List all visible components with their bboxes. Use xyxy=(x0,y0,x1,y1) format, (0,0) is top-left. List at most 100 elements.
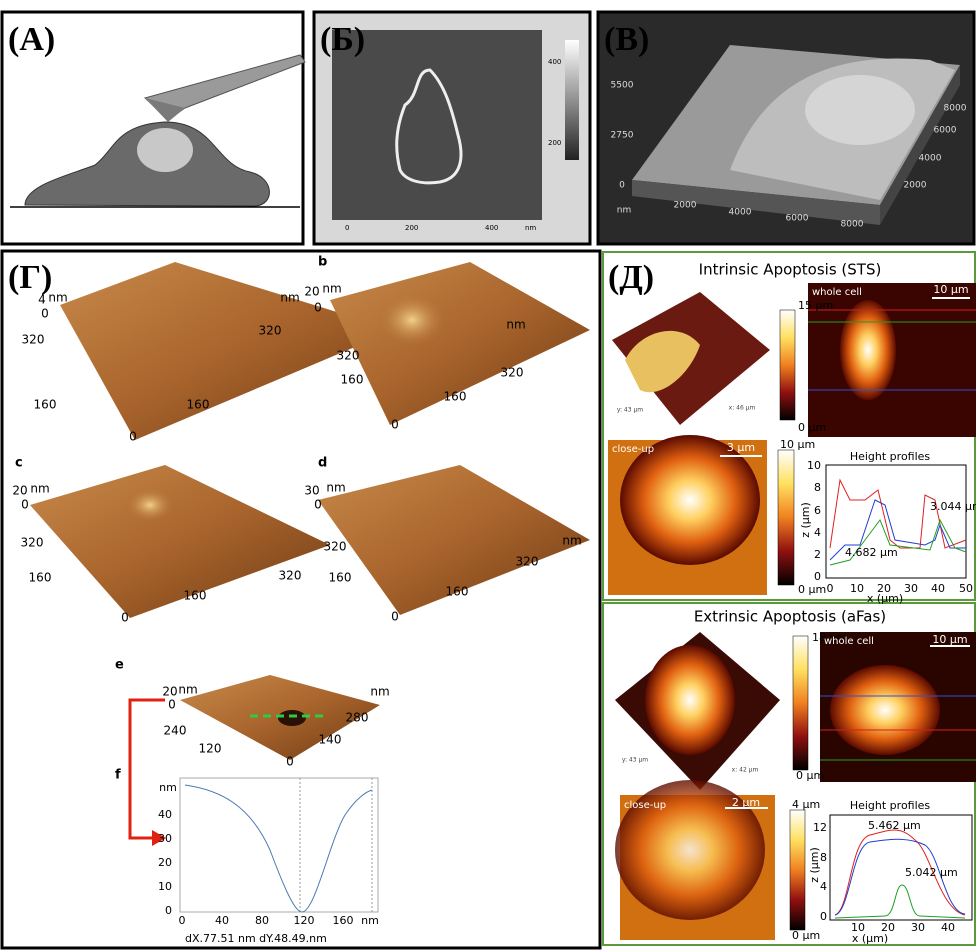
label: e xyxy=(115,658,124,673)
label: d xyxy=(318,456,327,471)
label: 2750 xyxy=(611,131,634,141)
label: 30 xyxy=(911,921,925,934)
label: 4 µm xyxy=(792,798,820,811)
label: 2000 xyxy=(674,201,697,211)
label: 20 xyxy=(158,856,172,869)
panel-b-art xyxy=(312,10,592,246)
label: nm xyxy=(178,683,197,697)
label: 160 xyxy=(333,914,354,927)
label: 6 xyxy=(814,504,821,517)
label: x (µm) xyxy=(852,932,888,945)
label: 320 xyxy=(337,349,360,363)
label: 0 µm xyxy=(792,929,820,942)
panel-d-art-ellipse xyxy=(615,780,765,920)
label: 10 µm xyxy=(933,283,968,296)
label: 4 xyxy=(38,293,46,307)
panel-label: (Д) xyxy=(608,259,654,296)
panel-d-art-path xyxy=(834,829,966,916)
label: 2 µm xyxy=(732,796,760,809)
panel-d-art-ellipse xyxy=(645,645,735,755)
label: 320 xyxy=(324,540,347,554)
label: 5.462 µm xyxy=(868,819,921,832)
label: 10 µm xyxy=(780,438,815,451)
label: 0 xyxy=(345,224,349,232)
label: y: 43 µm xyxy=(617,407,643,414)
label: 10 xyxy=(807,459,821,472)
label: 4 xyxy=(814,526,821,539)
label: 240 xyxy=(164,724,187,738)
label: b xyxy=(318,255,327,270)
label: 0 xyxy=(168,698,176,712)
label: nm xyxy=(525,224,536,232)
label: 40 xyxy=(931,582,945,595)
label: 6000 xyxy=(786,214,809,224)
label: 3 µm xyxy=(727,441,755,454)
panel-b-art-rect xyxy=(332,30,542,220)
label: 120 xyxy=(199,742,222,756)
label: 0 xyxy=(827,582,834,595)
label: 200 xyxy=(405,224,418,232)
panel-label: (Б) xyxy=(320,21,365,58)
label: 10 xyxy=(851,921,865,934)
label: 20 xyxy=(162,685,177,699)
label: 12 xyxy=(813,821,827,834)
panel-label: (В) xyxy=(604,21,649,58)
label: 160 xyxy=(187,398,210,412)
panel-g-art-path xyxy=(184,784,373,913)
panel-d-art-rect xyxy=(792,635,809,771)
label: 400 xyxy=(548,58,561,66)
label: nm xyxy=(506,318,525,332)
label: 18 µm xyxy=(812,631,847,644)
label: close-up xyxy=(612,444,654,455)
panel-d-art-rect xyxy=(825,464,967,579)
panel-g-art-polyline xyxy=(128,698,165,840)
label: 0 µm xyxy=(798,421,826,434)
panel-a-art-ellipse xyxy=(137,128,193,172)
label: 20 xyxy=(881,921,895,934)
label: 160 xyxy=(34,398,57,412)
label: 4 xyxy=(820,880,827,893)
panel-v-art xyxy=(596,10,976,246)
label: 3.044 µm xyxy=(930,500,976,513)
label: x (µm) xyxy=(867,592,903,605)
label: nm xyxy=(280,291,299,305)
label: nm xyxy=(159,781,177,794)
panel-d-art-polyline xyxy=(829,499,966,561)
panel-d-art-rect xyxy=(779,309,796,421)
label: 40 xyxy=(215,914,229,927)
label: x: 46 µm xyxy=(729,405,756,412)
label: Extrinsic Apoptosis (aFas) xyxy=(694,608,886,626)
label: 0 xyxy=(820,910,827,923)
label: 0 xyxy=(129,430,137,444)
label: 320 xyxy=(21,536,44,550)
label: 320 xyxy=(516,555,539,569)
label: 320 xyxy=(259,324,282,338)
label: 320 xyxy=(279,569,302,583)
label: 4000 xyxy=(729,208,752,218)
label: nm xyxy=(48,291,67,305)
label: 20 xyxy=(877,582,891,595)
label: f xyxy=(115,768,121,783)
label: 20 xyxy=(304,285,319,299)
label: close-up xyxy=(624,800,666,811)
label: 0 xyxy=(314,301,322,315)
label: 160 xyxy=(29,571,52,585)
label: whole cell xyxy=(812,287,862,298)
label: 5.042 µm xyxy=(905,866,958,879)
label: 280 xyxy=(346,711,369,725)
label: 0 xyxy=(391,418,399,432)
label: 160 xyxy=(444,390,467,404)
label: x: 42 µm xyxy=(732,767,759,774)
panel-v-art-ellipse xyxy=(805,75,915,145)
label: nm xyxy=(361,914,379,927)
label: nm xyxy=(370,685,389,699)
label: 0 xyxy=(121,611,129,625)
label: Intrinsic Apoptosis (STS) xyxy=(699,261,882,279)
label: 140 xyxy=(319,733,342,747)
panel-d-art-polyline xyxy=(829,478,967,549)
label: 40 xyxy=(941,921,955,934)
label: whole cell xyxy=(824,636,874,647)
label: y: 43 µm xyxy=(622,757,648,764)
label: 8000 xyxy=(944,104,967,114)
